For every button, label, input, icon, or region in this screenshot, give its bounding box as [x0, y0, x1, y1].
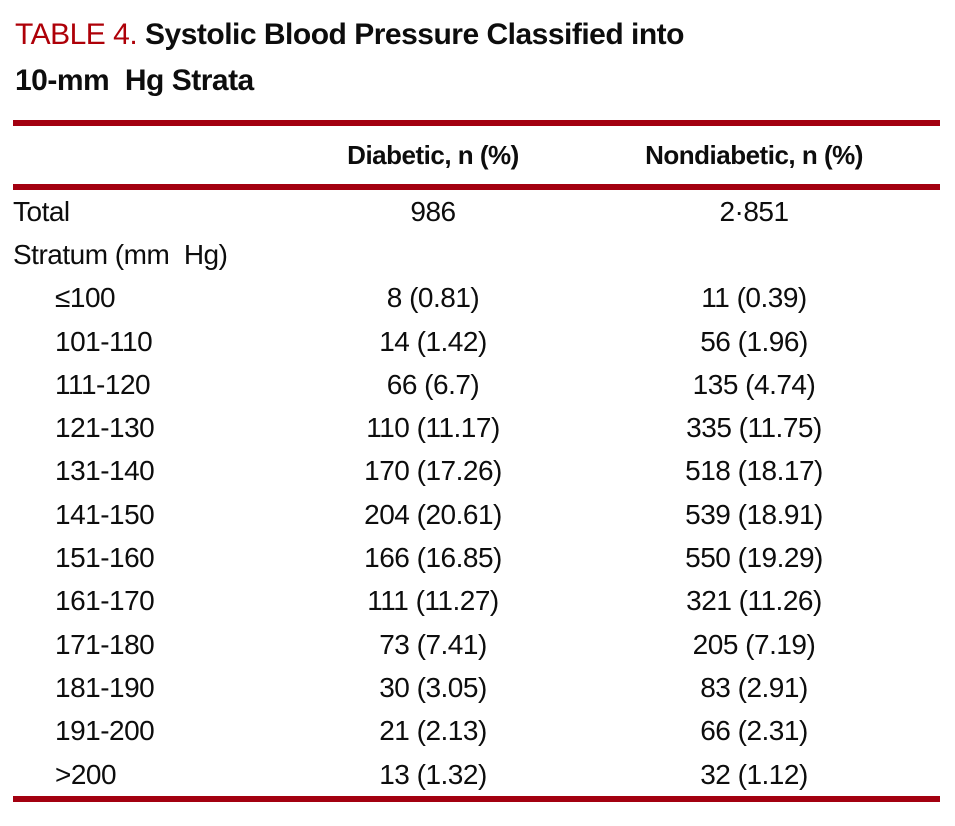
table-title-line1: Systolic Blood Pressure Classified into — [137, 18, 684, 51]
nondiabetic-value: 335 (11.75) — [686, 412, 822, 444]
bottom-rule — [13, 796, 940, 803]
column-header-nondiabetic: Nondiabetic, n (%) — [645, 139, 863, 170]
table-row: 101-110 14 (1.42) 56 (1.96) — [13, 320, 940, 363]
top-rule — [13, 120, 940, 126]
nondiabetic-value: 205 (7.19) — [692, 628, 816, 660]
row-label: Stratum (mm Hg) — [13, 238, 228, 270]
table-body: Total 986 2·851 Stratum (mm Hg) ≤100 8 (… — [13, 190, 940, 796]
table-row: 151-160 166 (16.85) 550 (19.29) — [13, 536, 940, 579]
diabetic-value: 166 (16.85) — [364, 542, 502, 574]
nondiabetic-value: 550 (19.29) — [685, 542, 823, 574]
nondiabetic-value: 321 (11.26) — [686, 585, 822, 617]
table-row: ≤100 8 (0.81) 11 (0.39) — [13, 277, 940, 320]
table-number-label: TABLE 4. — [15, 18, 138, 51]
diabetic-value: 73 (7.41) — [379, 628, 487, 660]
row-label: 151-160 — [55, 542, 155, 574]
table-row: >200 13 (1.32) 32 (1.12) — [13, 753, 940, 796]
table-title-line2: 10-mm Hg Strata — [15, 64, 254, 97]
row-label: 121-130 — [55, 412, 155, 444]
nondiabetic-value: 11 (0.39) — [701, 282, 807, 314]
diabetic-value: 986 — [410, 195, 456, 227]
diabetic-value: 66 (6.7) — [386, 368, 480, 400]
table-row: 181-190 30 (3.05) 83 (2.91) — [13, 666, 940, 709]
table-row: 191-200 21 (2.13) 66 (2.31) — [13, 710, 940, 753]
diabetic-value: 14 (1.42) — [379, 325, 487, 357]
table-row: 111-120 66 (6.7) 135 (4.74) — [13, 363, 940, 406]
diabetic-value: 110 (11.17) — [366, 412, 500, 444]
diabetic-value: 111 (11.27) — [367, 585, 499, 617]
nondiabetic-value: 2·851 — [719, 195, 789, 227]
diabetic-value: 13 (1.32) — [379, 758, 487, 790]
diabetic-value: 8 (0.81) — [386, 282, 480, 314]
row-label: 171-180 — [55, 628, 155, 660]
row-label: 161-170 — [55, 585, 155, 617]
diabetic-value: 30 (3.05) — [379, 671, 487, 703]
nondiabetic-value: 83 (2.91) — [700, 671, 808, 703]
row-label: 101-110 — [55, 325, 153, 357]
row-label: Total — [13, 195, 70, 227]
table-row: 121-130 110 (11.17) 335 (11.75) — [13, 406, 940, 449]
nondiabetic-value: 66 (2.31) — [700, 715, 808, 747]
column-header-diabetic: Diabetic, n (%) — [347, 139, 519, 170]
nondiabetic-value: 518 (18.17) — [685, 455, 823, 487]
row-label: 191-200 — [55, 715, 155, 747]
diabetic-value: 21 (2.13) — [379, 715, 487, 747]
table-row: 141-150 204 (20.61) 539 (18.91) — [13, 493, 940, 536]
row-label: 131-140 — [55, 455, 155, 487]
nondiabetic-value: 32 (1.12) — [700, 758, 808, 790]
row-label: ≤100 — [55, 282, 116, 314]
row-label: 141-150 — [55, 498, 155, 530]
table-row: 131-140 170 (17.26) 518 (18.17) — [13, 450, 940, 493]
table-header-row: Diabetic, n (%) Nondiabetic, n (%) — [13, 126, 940, 184]
table-row: 161-170 111 (11.27) 321 (11.26) — [13, 580, 940, 623]
row-label: 111-120 — [55, 368, 151, 400]
table-row: 171-180 73 (7.41) 205 (7.19) — [13, 623, 940, 666]
table-row-total: Total 986 2·851 — [13, 190, 940, 233]
nondiabetic-value: 56 (1.96) — [700, 325, 808, 357]
header-rule — [13, 184, 940, 190]
row-label: 181-190 — [55, 671, 155, 703]
diabetic-value: 170 (17.26) — [364, 455, 502, 487]
nondiabetic-value: 135 (4.74) — [692, 368, 816, 400]
table-row-stratum-heading: Stratum (mm Hg) — [13, 233, 940, 276]
table-title: TABLE 4. Systolic Blood Pressure Classif… — [13, 12, 940, 104]
row-label: >200 — [55, 758, 117, 790]
nondiabetic-value: 539 (18.91) — [685, 498, 823, 530]
diabetic-value: 204 (20.61) — [364, 498, 502, 530]
